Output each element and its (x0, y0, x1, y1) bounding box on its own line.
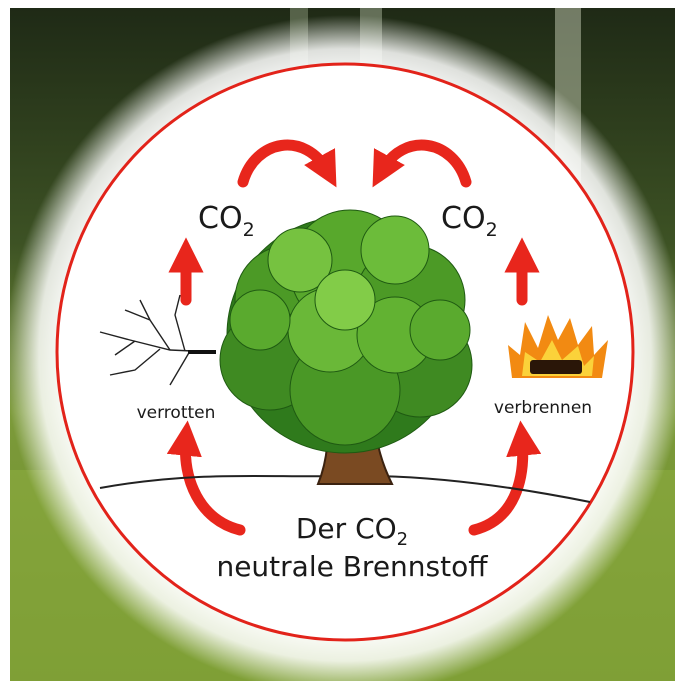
label-subscript: 2 (486, 219, 498, 241)
label-verbrennen: verbrennen (494, 398, 592, 418)
label-text: CO (441, 201, 486, 236)
label-text: CO (198, 201, 243, 236)
crown-blob (410, 300, 470, 360)
crown-blob (230, 290, 290, 350)
page: {"cycle": {"top_left": {"text": "CO", "s… (0, 0, 685, 689)
crown-blob (361, 216, 429, 284)
crown-blob (315, 270, 375, 330)
caption-text: Der CO (296, 512, 397, 545)
label-subscript: 2 (243, 219, 255, 241)
caption-line-1: Der CO2 (296, 512, 408, 550)
caption-subscript: 2 (397, 529, 408, 550)
co2-cycle-illustration: CO2 CO2 verrotten verbrennen Der CO2 neu… (0, 0, 685, 689)
caption-line-2: neutrale Brennstoff (216, 550, 488, 583)
burning-log (530, 360, 582, 374)
label-verrotten: verrotten (137, 403, 216, 423)
